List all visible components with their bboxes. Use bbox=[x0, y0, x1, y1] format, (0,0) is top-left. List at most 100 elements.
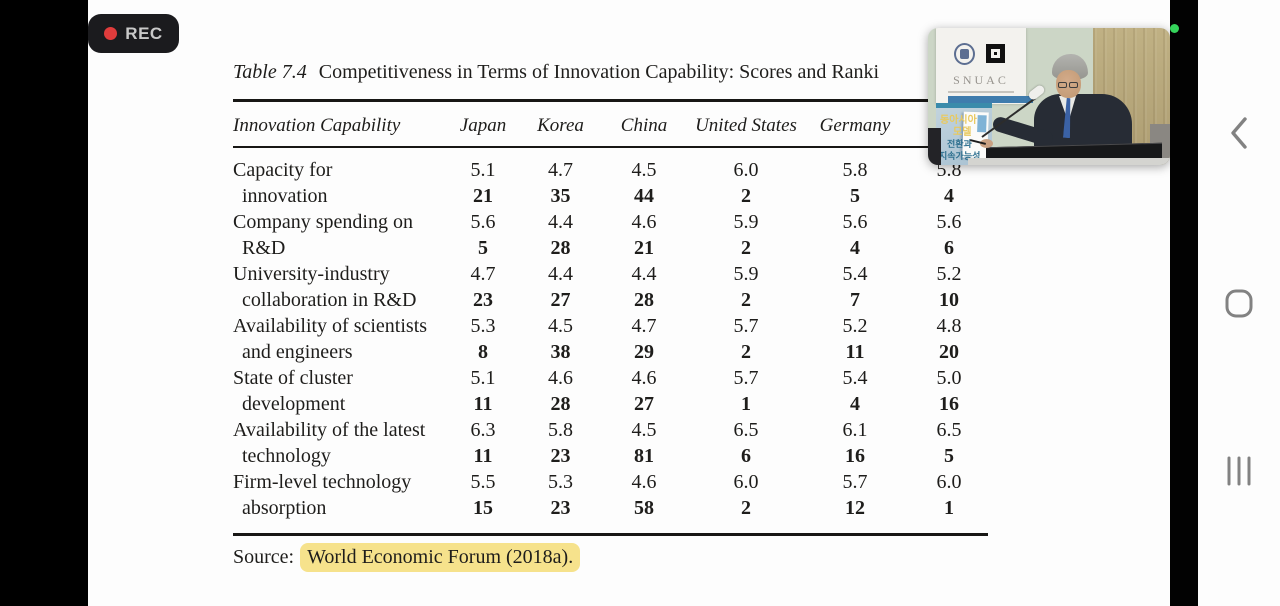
table-row-scores: Firm-level technology 5.5 5.3 4.6 6.0 5.… bbox=[233, 469, 990, 495]
book-poster: 동아시아 모델 전환과 지속가능성 bbox=[936, 103, 992, 165]
rank-cell: 23 bbox=[473, 289, 493, 311]
rank-cell: 1 bbox=[741, 393, 751, 415]
score-cell: 5.7 bbox=[733, 315, 759, 337]
android-nav-bar bbox=[1198, 0, 1280, 606]
score-cell: 6.1 bbox=[842, 419, 868, 441]
score-cell: 5.1 bbox=[470, 159, 496, 181]
recent-apps-button[interactable] bbox=[1198, 441, 1280, 501]
table-row-ranks: innovation 21 35 44 2 5 4 bbox=[233, 183, 990, 209]
rank-cell: 2 bbox=[741, 237, 751, 259]
score-cell: 6.5 bbox=[936, 419, 962, 441]
rec-label: REC bbox=[125, 23, 163, 43]
rank-cell: 2 bbox=[741, 185, 751, 207]
score-cell: 5.7 bbox=[733, 367, 759, 389]
rank-cell: 29 bbox=[634, 341, 654, 363]
table-row-scores: Availability of the latest 6.3 5.8 4.5 6… bbox=[233, 417, 990, 443]
table-row-scores: Availability of scientists 5.3 4.5 4.7 5… bbox=[233, 313, 990, 339]
score-cell: 6.3 bbox=[470, 419, 496, 441]
rank-cell: 4 bbox=[944, 185, 954, 207]
table-row-ranks: R&D 5 28 21 2 4 6 bbox=[233, 235, 990, 261]
speaker-box bbox=[928, 128, 941, 165]
row-label-line2: development bbox=[242, 393, 346, 415]
rank-cell: 12 bbox=[845, 497, 865, 519]
score-cell: 5.2 bbox=[936, 263, 962, 285]
score-cell: 5.4 bbox=[842, 367, 868, 389]
rank-cell: 23 bbox=[550, 445, 571, 467]
rank-cell: 21 bbox=[634, 237, 654, 259]
table-row-scores: Company spending on 5.6 4.4 4.6 5.9 5.6 … bbox=[233, 209, 990, 235]
table-row-scores: University-industry 4.7 4.4 4.4 5.9 5.4 … bbox=[233, 261, 990, 287]
home-square-icon bbox=[1225, 289, 1253, 318]
score-cell: 4.7 bbox=[631, 315, 657, 337]
rec-badge[interactable]: REC bbox=[88, 14, 179, 53]
letterbox-left bbox=[0, 0, 88, 606]
column-header: Japan bbox=[459, 115, 507, 136]
table-rule-bottom bbox=[233, 533, 988, 536]
score-cell: 4.6 bbox=[631, 471, 657, 493]
rec-dot-icon bbox=[104, 27, 118, 40]
rank-cell: 81 bbox=[634, 445, 654, 467]
poster-title-line1: 동아시아 bbox=[940, 115, 977, 126]
score-cell: 5.3 bbox=[470, 315, 496, 337]
rank-cell: 5 bbox=[944, 445, 954, 467]
score-cell: 6.5 bbox=[733, 419, 759, 441]
rank-cell: 15 bbox=[473, 497, 493, 519]
column-header: Korea bbox=[537, 115, 584, 136]
column-header: United States bbox=[695, 115, 797, 136]
table-caption: Competitiveness in Terms of Innovation C… bbox=[318, 61, 880, 83]
score-cell: 5.3 bbox=[548, 471, 573, 493]
score-cell: 5.0 bbox=[936, 367, 962, 389]
table-row-scores: State of cluster 5.1 4.6 4.6 5.7 5.4 5.0 bbox=[233, 365, 990, 391]
rank-cell: 28 bbox=[550, 237, 571, 259]
home-button[interactable] bbox=[1198, 273, 1280, 333]
table-rows: Capacity for 5.1 4.7 4.5 6.0 5.8 5.8 inn… bbox=[233, 157, 990, 521]
score-cell: 5.6 bbox=[842, 211, 868, 233]
rank-cell: 11 bbox=[473, 445, 493, 467]
banner-logo-text: SNUAC bbox=[953, 73, 1009, 87]
video-content: REC Table 7.4 Competitiveness in Terms of… bbox=[88, 0, 1170, 606]
table-row-ranks: collaboration in R&D 23 27 28 2 7 10 bbox=[233, 287, 990, 313]
row-label-line2: and engineers bbox=[242, 341, 353, 363]
poster-title-line2: 모델 bbox=[953, 127, 972, 138]
rank-cell: 16 bbox=[845, 445, 865, 467]
score-cell: 4.5 bbox=[631, 159, 657, 181]
rank-cell: 2 bbox=[741, 289, 751, 311]
score-cell: 4.4 bbox=[548, 263, 573, 285]
university-seal-icon bbox=[954, 43, 975, 65]
square-logo-icon bbox=[986, 44, 1005, 63]
banner-subtext-line bbox=[948, 91, 1014, 93]
rank-cell: 5 bbox=[478, 237, 488, 259]
rank-cell: 5 bbox=[850, 185, 860, 207]
column-header: Germany bbox=[819, 115, 891, 136]
presenter-webcam-overlay: SNUAC 동아시아 모델 전환과 지속가능성 bbox=[928, 28, 1170, 165]
table-row-ranks: and engineers 8 38 29 2 11 20 bbox=[233, 339, 990, 365]
rank-cell: 2 bbox=[741, 341, 751, 363]
presenter-hand bbox=[980, 139, 993, 148]
score-cell: 4.5 bbox=[631, 419, 657, 441]
rank-cell: 58 bbox=[634, 497, 654, 519]
source-prefix: Source: bbox=[233, 546, 295, 568]
rank-cell: 1 bbox=[944, 497, 954, 519]
score-cell: 6.0 bbox=[936, 471, 962, 493]
back-button[interactable] bbox=[1198, 103, 1280, 163]
row-label-line1: Capacity for bbox=[233, 159, 333, 181]
rank-cell: 35 bbox=[550, 185, 571, 207]
table-source: Source: World Economic Forum (2018a). bbox=[233, 543, 581, 572]
presenter-glasses bbox=[1069, 82, 1078, 88]
banner-blue-stripe bbox=[948, 96, 1033, 103]
table-number: Table 7.4 bbox=[233, 61, 307, 83]
score-cell: 4.7 bbox=[470, 263, 496, 285]
rank-cell: 6 bbox=[741, 445, 751, 467]
score-cell: 4.8 bbox=[936, 315, 962, 337]
rank-cell: 38 bbox=[550, 341, 571, 363]
rank-cell: 28 bbox=[634, 289, 654, 311]
score-cell: 5.9 bbox=[733, 263, 759, 285]
row-label-line2: collaboration in R&D bbox=[242, 289, 417, 311]
score-cell: 4.6 bbox=[631, 211, 657, 233]
score-cell: 5.4 bbox=[842, 263, 868, 285]
podium-front bbox=[968, 158, 1170, 165]
column-header: China bbox=[620, 115, 668, 136]
table-header: Innovation Capability Japan Korea China … bbox=[233, 107, 990, 145]
row-label-line1: Availability of scientists bbox=[233, 315, 428, 337]
table-title: Table 7.4 Competitiveness in Terms of Inn… bbox=[233, 61, 1133, 84]
